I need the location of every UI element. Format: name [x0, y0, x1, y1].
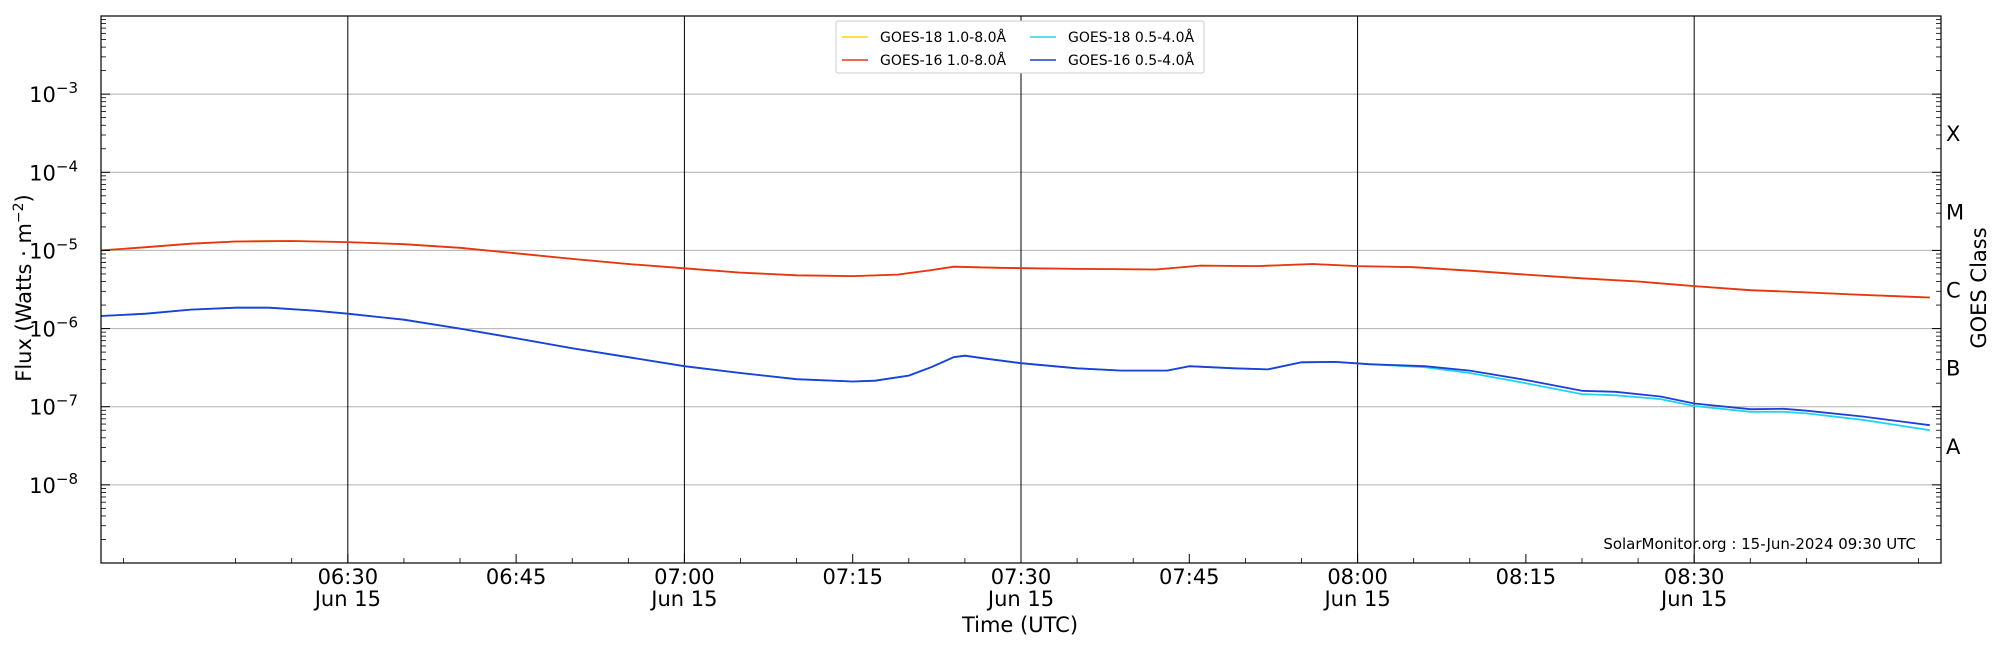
- y-axis-title-close: ): [12, 194, 36, 202]
- y-tick-label-exp-3: −5: [56, 235, 78, 253]
- y-tick-label-5: 10−3: [29, 79, 78, 107]
- x-tick-date-8: Jun 15: [1659, 587, 1727, 611]
- y-tick-label-exp-1: −7: [56, 392, 78, 410]
- y-tick-label-exp-0: −8: [56, 470, 78, 488]
- x-tick-label-1: 06:45: [486, 565, 547, 589]
- goes-class-label-3: M: [1946, 200, 1964, 224]
- credit-text: SolarMonitor.org : 15-Jun-2024 09:30 UTC: [1603, 535, 1916, 553]
- goes-class-label-1: B: [1946, 357, 1960, 381]
- y-tick-label-base-2: 10: [29, 318, 56, 342]
- y-axis-title: Flux (Watts · m−2): [11, 194, 36, 382]
- y-tick-label-base-4: 10: [29, 161, 56, 185]
- legend-label-0: GOES-18 1.0-8.0Å: [880, 29, 1006, 46]
- y-tick-label-4: 10−4: [29, 157, 78, 185]
- y-tick-label-3: 10−5: [29, 235, 78, 263]
- x-tick-label-6: 08:00: [1327, 565, 1388, 589]
- x-tick-date-6: Jun 15: [1322, 587, 1390, 611]
- x-tick-label-8: 08:30: [1664, 565, 1725, 589]
- y-tick-label-exp-4: −4: [56, 157, 78, 175]
- legend: GOES-18 1.0-8.0Å GOES-16 1.0-8.0Å GOES-1…: [835, 20, 1205, 74]
- y-tick-label-0: 10−8: [29, 470, 78, 498]
- x-tick-label-0: 06:30: [318, 565, 379, 589]
- goes-class-axis-title: GOES Class: [1967, 227, 1991, 348]
- y-axis-title-text: Flux (Watts · m: [12, 223, 36, 382]
- y-tick-label-base-5: 10: [29, 83, 56, 107]
- legend-label-3: GOES-16 0.5-4.0Å: [1068, 52, 1194, 69]
- y-tick-label-base-3: 10: [29, 239, 56, 263]
- goes-class-label-2: C: [1946, 279, 1961, 303]
- x-tick-label-5: 07:45: [1159, 565, 1220, 589]
- series-line-1: [100, 240, 1930, 299]
- legend-label-1: GOES-16 1.0-8.0Å: [880, 52, 1006, 69]
- legend-label-2: GOES-18 0.5-4.0Å: [1068, 29, 1194, 46]
- legend-frame: [835, 20, 1205, 74]
- x-axis-title: Time (UTC): [961, 613, 1078, 637]
- x-tick-label-3: 07:15: [822, 565, 883, 589]
- x-tick-label-4: 07:30: [991, 565, 1052, 589]
- y-tick-label-2: 10−6: [29, 314, 78, 342]
- y-tick-label-exp-2: −6: [56, 314, 78, 332]
- y-tick-label-base-1: 10: [29, 396, 56, 420]
- goes-class-label-0: A: [1946, 435, 1961, 459]
- x-tick-label-7: 08:15: [1496, 565, 1557, 589]
- series-line-3: [100, 306, 1930, 427]
- series-layer: [100, 240, 1930, 432]
- x-tick-date-2: Jun 15: [649, 587, 717, 611]
- y-tick-label-base-0: 10: [29, 474, 56, 498]
- goes-class-label-4: X: [1946, 122, 1960, 146]
- x-tick-date-4: Jun 15: [986, 587, 1054, 611]
- y-tick-label-exp-5: −3: [56, 79, 78, 97]
- y-tick-label-1: 10−7: [29, 392, 78, 420]
- grid-layer: [101, 16, 1941, 563]
- x-tick-date-0: Jun 15: [313, 587, 381, 611]
- x-tick-label-2: 07:00: [654, 565, 715, 589]
- y-axis-title-exponent: −2: [11, 202, 27, 223]
